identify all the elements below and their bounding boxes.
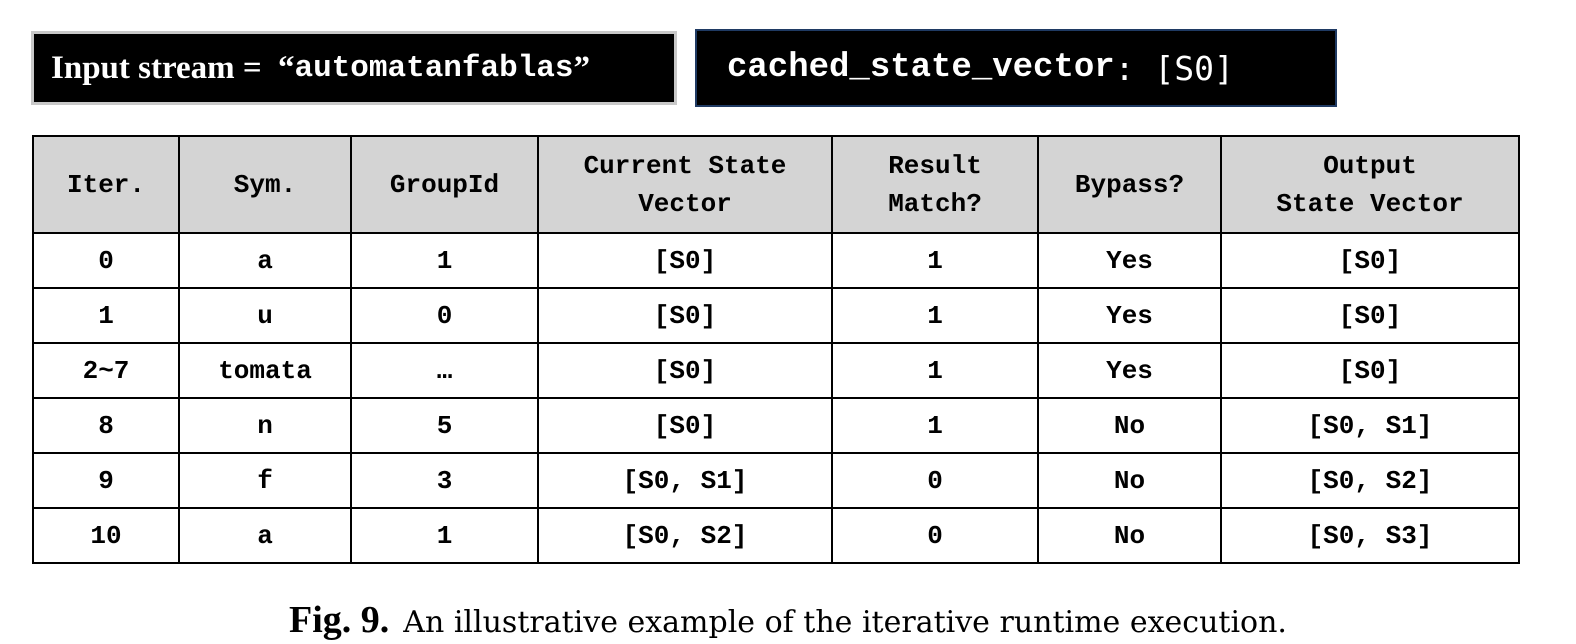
table-row: 8 n 5 [S0] 1 No [S0, S1] <box>32 397 1520 454</box>
table-cell: [S0] <box>537 287 833 344</box>
column-header-line: Match? <box>888 188 982 219</box>
table-cell: [S0] <box>537 342 833 399</box>
table-cell: a <box>178 507 352 564</box>
column-header: Sym. <box>178 135 352 234</box>
table-cell: tomata <box>178 342 352 399</box>
column-header-line: State Vector <box>1276 188 1464 219</box>
table-cell: Yes <box>1037 232 1222 289</box>
column-header: Iter. <box>32 135 180 234</box>
table-cell: 1 <box>32 287 180 344</box>
table-cell: 1 <box>831 342 1039 399</box>
table-cell: 9 <box>32 452 180 509</box>
column-header: Current State Vector <box>537 135 833 234</box>
cached-state-vector-value: [S0] <box>1134 48 1234 88</box>
execution-table: Iter. Sym. GroupId Current State Vector Resul… <box>32 135 1520 564</box>
column-header-line: Iter. <box>66 169 145 200</box>
table-row: 1 u 0 [S0] 1 Yes [S0] <box>32 287 1520 344</box>
column-header-line: Current State <box>583 150 787 181</box>
table-cell: 0 <box>831 452 1039 509</box>
table-cell: f <box>178 452 352 509</box>
table-cell: 0 <box>32 232 180 289</box>
table-cell: Yes <box>1037 342 1222 399</box>
table-cell: … <box>350 342 539 399</box>
table-cell: Yes <box>1037 287 1222 344</box>
table-cell: No <box>1037 452 1222 509</box>
table-row: 10 a 1 [S0, S2] 0 No [S0, S3] <box>32 507 1520 564</box>
open-quote: “ <box>277 49 295 86</box>
table-cell: 1 <box>350 507 539 564</box>
table-body: 0 a 1 [S0] 1 Yes [S0] 1 u 0 [S0] 1 Yes [S0] 2~7 tomata…… <box>32 232 1520 564</box>
table-cell: 1 <box>831 397 1039 454</box>
close-quote: ” <box>573 49 591 86</box>
table-cell: 1 <box>831 287 1039 344</box>
table-cell: 2~7 <box>32 342 180 399</box>
table-cell: [S0, S1] <box>1220 397 1520 454</box>
column-header: Bypass? <box>1037 135 1222 234</box>
table-row: 2~7 tomata… [S0] 1 Yes [S0] <box>32 342 1520 399</box>
table-cell: n <box>178 397 352 454</box>
cached-state-vector-name: cached_state_vector <box>727 49 1115 87</box>
table-cell: 10 <box>32 507 180 564</box>
table-cell: [S0] <box>1220 232 1520 289</box>
input-stream-prefix: Input stream = <box>51 49 270 86</box>
column-header-line: Sym. <box>233 169 297 200</box>
table-cell: 1 <box>350 232 539 289</box>
table-row: 9 f 3 [S0, S1] 0 No [S0, S2] <box>32 452 1520 509</box>
input-stream-banner: Input stream = “ automatanfablas ” <box>31 31 677 105</box>
cached-state-vector-separator: : <box>1114 48 1135 88</box>
table-cell: 8 <box>32 397 180 454</box>
table-cell: 1 <box>831 232 1039 289</box>
column-header: Result Match? <box>831 135 1039 234</box>
table-cell: [S0, S3] <box>1220 507 1520 564</box>
table-header-row: Iter. Sym. GroupId Current State Vector Resul… <box>32 135 1520 234</box>
column-header: GroupId <box>350 135 539 234</box>
table-cell: a <box>178 232 352 289</box>
table-cell: No <box>1037 507 1222 564</box>
input-stream-value: automatanfablas <box>294 50 574 86</box>
column-header: Output State Vector <box>1220 135 1520 234</box>
table-cell: [S0] <box>537 232 833 289</box>
table-cell: [S0, S2] <box>1220 452 1520 509</box>
table-cell: [S0] <box>1220 287 1520 344</box>
figure-caption: Fig. 9. An illustrative example of the it… <box>0 598 1576 642</box>
table-cell: [S0, S2] <box>537 507 833 564</box>
table-cell: u <box>178 287 352 344</box>
column-header-line: GroupId <box>389 169 500 200</box>
column-header-line: Bypass? <box>1074 169 1185 200</box>
column-header-line: Output <box>1323 150 1417 181</box>
table-cell: 0 <box>831 507 1039 564</box>
table-cell: 5 <box>350 397 539 454</box>
figure-caption-text: An illustrative example of the iterative… <box>403 605 1287 640</box>
table-row: 0 a 1 [S0] 1 Yes [S0] <box>32 232 1520 289</box>
table-cell: 0 <box>350 287 539 344</box>
table-cell: No <box>1037 397 1222 454</box>
figure-label: Fig. 9. <box>289 599 390 641</box>
column-header-line: Vector <box>638 188 732 219</box>
column-header-line: Result <box>888 150 982 181</box>
table-cell: [S0] <box>537 397 833 454</box>
table-cell: [S0] <box>1220 342 1520 399</box>
cached-state-vector-banner: cached_state_vector : [S0] <box>695 29 1337 107</box>
table-cell: [S0, S1] <box>537 452 833 509</box>
table-cell: 3 <box>350 452 539 509</box>
